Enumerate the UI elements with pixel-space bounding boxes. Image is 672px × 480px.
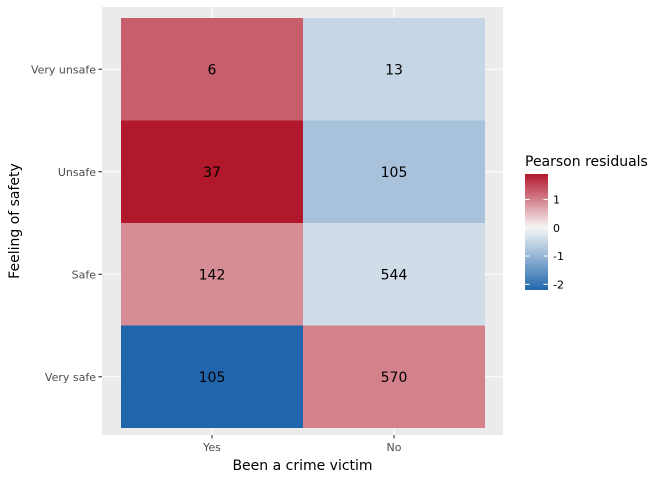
legend-colorbar (525, 174, 548, 290)
heatmap-tile (121, 18, 303, 121)
y-tick-label: Unsafe (58, 166, 96, 179)
y-tick-label: Safe (72, 268, 97, 281)
cell-value-label: 570 (381, 370, 408, 386)
legend-title: Pearson residuals (525, 154, 648, 170)
y-tick-label: Very safe (45, 371, 96, 384)
x-axis: Yes No (202, 435, 402, 454)
legend-tick-label: 1 (553, 193, 560, 206)
x-tick-label: No (387, 441, 402, 454)
cell-value-label: 142 (199, 267, 226, 283)
heatmap-tile (121, 325, 303, 428)
heatmap-tile (303, 325, 485, 428)
cell-value-label: 6 (208, 62, 217, 78)
heatmap-tile (303, 18, 485, 121)
cell-value-label: 13 (385, 62, 403, 78)
y-axis: Very unsafe Unsafe Safe Very safe (31, 63, 102, 384)
cell-value-label: 37 (203, 165, 221, 181)
legend-tick-label: -2 (553, 278, 564, 291)
x-axis-title: Been a crime victim (232, 458, 372, 474)
heatmap-tile (303, 120, 485, 223)
legend-tick-label: 0 (553, 222, 560, 235)
heatmap-tile (303, 223, 485, 326)
legend: Pearson residuals 1 0 -1 -2 (525, 154, 648, 291)
heatmap-tile (121, 223, 303, 326)
y-axis-title: Feeling of safety (7, 163, 23, 279)
cell-labels: 6 13 37 105 142 544 105 570 (199, 62, 408, 386)
x-tick-label: Yes (202, 441, 221, 454)
cell-value-label: 105 (199, 370, 226, 386)
heatmap-tile (121, 120, 303, 223)
cell-value-label: 544 (381, 267, 408, 283)
heatmap-tiles (121, 18, 485, 428)
cell-value-label: 105 (381, 165, 408, 181)
y-tick-label: Very unsafe (31, 63, 96, 76)
legend-tick-label: -1 (553, 250, 564, 263)
legend-ticks: 1 0 -1 -2 (525, 193, 564, 291)
